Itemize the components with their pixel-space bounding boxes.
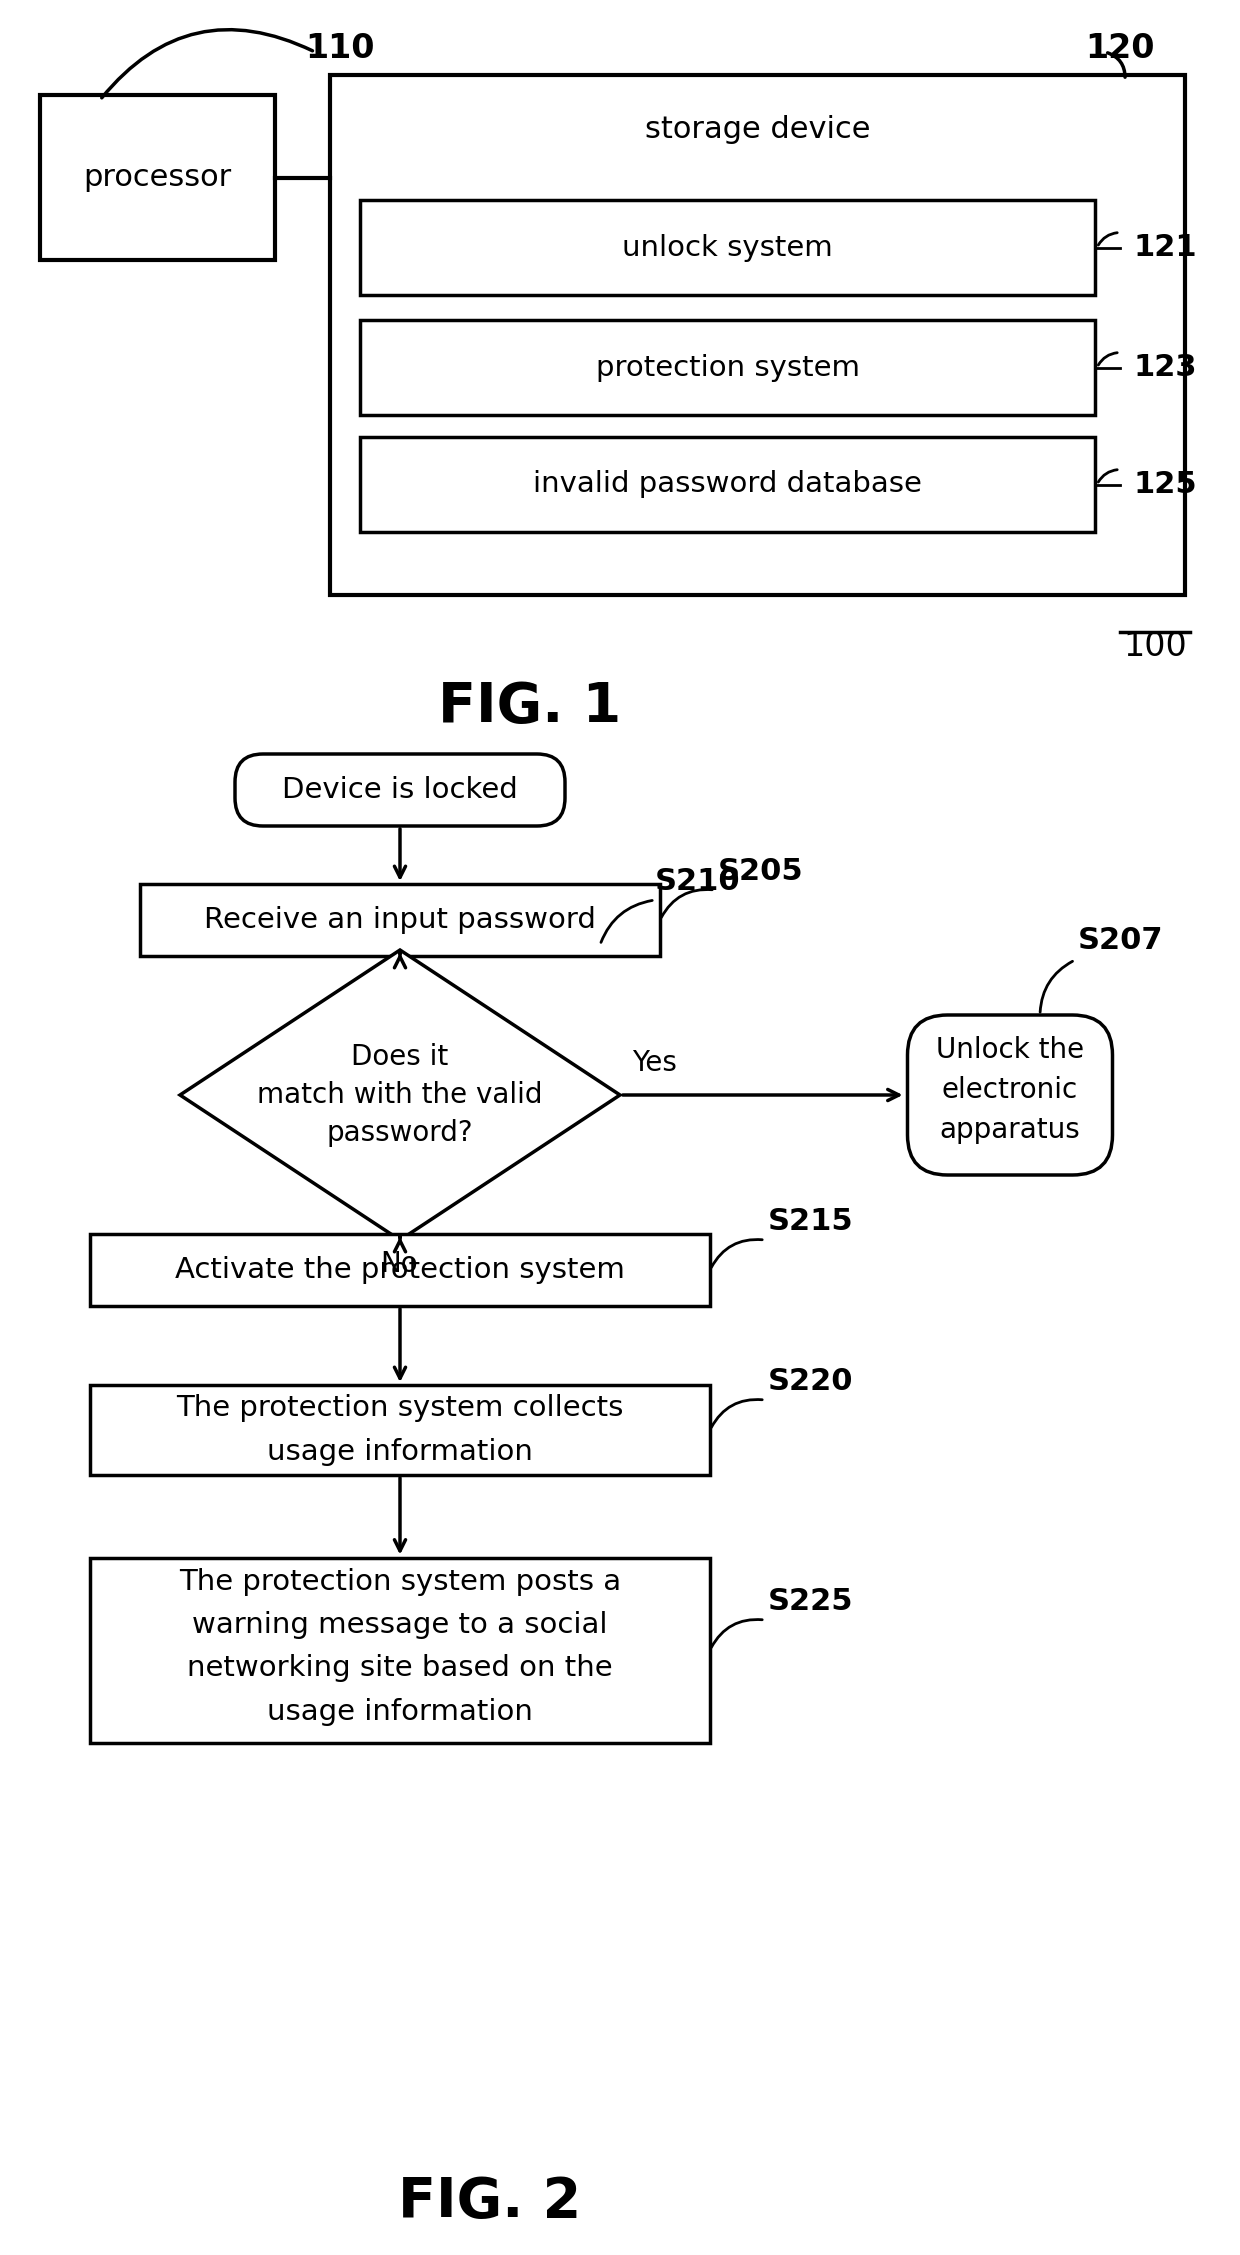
Bar [360,437,1095,532]
Text: protection system: protection system [595,354,859,381]
Text: match with the valid: match with the valid [257,1080,543,1109]
Text: S220: S220 [768,1367,853,1396]
Text: The protection system collects: The protection system collects [176,1394,624,1423]
Text: 123: 123 [1133,354,1197,381]
Text: Does it: Does it [351,1044,449,1071]
Text: Activate the protection system: Activate the protection system [175,1256,625,1283]
Text: unlock system: unlock system [622,235,833,262]
FancyBboxPatch shape [236,753,565,825]
Text: The protection system posts a: The protection system posts a [179,1567,621,1597]
Bar [140,884,660,956]
Text: networking site based on the: networking site based on the [187,1653,613,1682]
Text: invalid password database: invalid password database [533,471,921,498]
Bar [91,1385,711,1475]
Text: Receive an input password: Receive an input password [205,907,596,934]
Bar [40,95,275,259]
Text: electronic: electronic [942,1076,1078,1105]
Text: 100: 100 [1123,629,1187,663]
Text: processor: processor [83,162,232,192]
Text: S205: S205 [718,857,804,886]
Text: storage device: storage device [645,115,870,144]
Text: FIG. 1: FIG. 1 [439,681,621,733]
Polygon shape [180,949,620,1240]
Text: warning message to a social: warning message to a social [192,1610,608,1639]
Text: password?: password? [326,1118,474,1148]
Text: Device is locked: Device is locked [283,776,518,805]
Text: S207: S207 [1078,927,1163,956]
Text: apparatus: apparatus [940,1116,1080,1143]
Text: Yes: Yes [632,1049,677,1078]
Bar [330,74,1185,595]
Text: S225: S225 [768,1588,853,1617]
Text: 110: 110 [305,32,374,65]
Bar [360,320,1095,415]
Text: usage information: usage information [267,1439,533,1466]
Bar [91,1233,711,1306]
Text: S210: S210 [655,866,740,895]
Text: FIG. 2: FIG. 2 [398,2176,582,2228]
Text: No: No [379,1249,418,1279]
Text: 121: 121 [1133,232,1197,262]
Text: S215: S215 [768,1206,853,1236]
Bar [91,1558,711,1743]
Bar [360,201,1095,295]
Text: 125: 125 [1133,469,1197,498]
Text: 120: 120 [1085,32,1154,65]
Text: Unlock the: Unlock the [936,1035,1084,1064]
Text: usage information: usage information [267,1698,533,1725]
FancyBboxPatch shape [908,1015,1112,1175]
